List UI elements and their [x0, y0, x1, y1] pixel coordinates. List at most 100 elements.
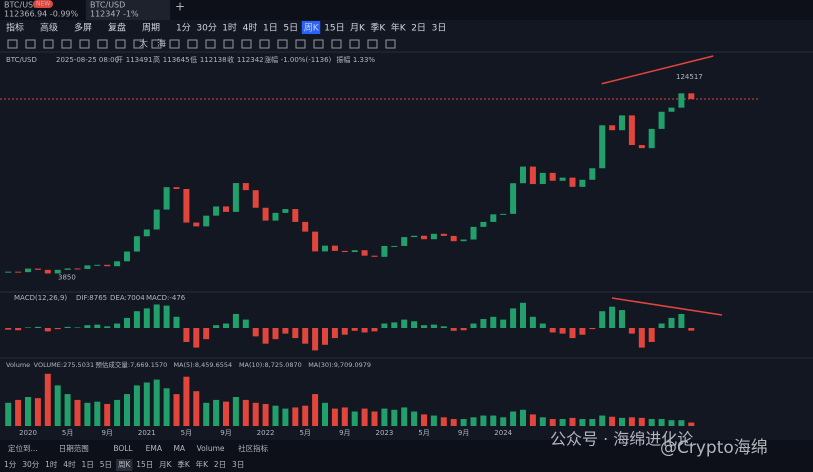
candle: [302, 221, 309, 232]
timeframe[interactable]: 1日: [82, 460, 94, 469]
macd-bar: [421, 325, 427, 328]
info-item: -1.00%(-1136): [281, 56, 332, 64]
volume-bar: [341, 407, 348, 426]
bottom-item[interactable]: MA: [173, 444, 185, 453]
tool-icon[interactable]: [205, 39, 216, 49]
tool[interactable]: 海: [157, 38, 166, 50]
volume-bar: [104, 403, 111, 426]
timeframe[interactable]: 1时: [45, 459, 58, 469]
macd-bar: [589, 328, 596, 330]
toolbar-item[interactable]: 周K: [304, 23, 320, 34]
active-tab[interactable]: [86, 0, 170, 20]
tool-icon[interactable]: [133, 39, 144, 49]
toolbar-item[interactable]: 年K: [391, 22, 407, 34]
macd-bar: [292, 328, 299, 339]
timeframe[interactable]: 4时: [63, 459, 76, 469]
tool-icon[interactable]: [25, 39, 36, 49]
macd-bar: [282, 328, 289, 334]
tool-icon[interactable]: [7, 39, 18, 49]
tool-icon[interactable]: [295, 39, 306, 49]
timeframe[interactable]: 3日: [232, 460, 244, 469]
volume-bar: [619, 417, 625, 426]
tool-icon[interactable]: [331, 39, 342, 49]
tool-icon[interactable]: [223, 39, 234, 49]
candle: [133, 236, 140, 252]
volume-bar: [569, 417, 576, 426]
volume-bar: [203, 402, 210, 426]
tool-icon[interactable]: [43, 39, 54, 49]
toolbar-item[interactable]: 4时: [243, 22, 258, 34]
macd-bar: [411, 321, 418, 328]
tool-icon[interactable]: [241, 39, 252, 49]
toolbar-item[interactable]: 多屏: [74, 22, 92, 34]
add-tab[interactable]: +: [175, 0, 185, 14]
toolbar-item[interactable]: 30分: [196, 23, 216, 34]
volume-bar: [124, 394, 130, 426]
timeframe[interactable]: 15日: [136, 460, 153, 469]
macd-dif: DIF:8765: [76, 294, 107, 302]
candle: [331, 245, 338, 251]
timeframe[interactable]: 30分: [22, 460, 40, 469]
volume-bar: [223, 401, 229, 426]
volume-bar: [391, 409, 398, 426]
tool-icon[interactable]: [115, 39, 126, 49]
toolbar-item[interactable]: 1分: [176, 23, 191, 34]
toolbar-item[interactable]: 1日: [263, 23, 278, 34]
info-item: 113645: [163, 56, 190, 64]
timeframe[interactable]: 2日: [214, 460, 226, 469]
candle: [599, 125, 606, 169]
tool-icon[interactable]: [259, 39, 270, 49]
tool-icon[interactable]: [277, 39, 288, 49]
toolbar-item[interactable]: 3日: [432, 23, 447, 34]
toolbar-item[interactable]: 5日: [283, 23, 298, 34]
toolbar-item[interactable]: 高级: [40, 22, 58, 34]
macd-bar: [173, 316, 180, 328]
timeframe[interactable]: 周K: [118, 460, 131, 469]
timeframe[interactable]: 5日: [100, 460, 112, 469]
low-label: 3850: [58, 274, 76, 282]
info-item: 112138: [200, 56, 227, 64]
macd-bar: [183, 328, 190, 342]
toolbar-item[interactable]: 15日: [324, 23, 344, 34]
toolbar-item[interactable]: 周期: [142, 23, 160, 34]
tab-symbol[interactable]: BTC/USD: [90, 1, 125, 10]
tool-icon[interactable]: [349, 39, 360, 49]
volume-bar: [589, 419, 596, 426]
timeframe[interactable]: 月K: [159, 460, 172, 469]
candle: [351, 250, 358, 253]
info-item: 高: [153, 55, 160, 64]
tool-icon[interactable]: [79, 39, 90, 49]
tool-icon[interactable]: [61, 39, 72, 49]
tool-icon[interactable]: [313, 39, 324, 49]
toolbar-item[interactable]: 指标: [6, 22, 24, 34]
volume-bar: [94, 401, 101, 426]
candle: [529, 166, 536, 185]
tool-icon[interactable]: [169, 39, 180, 49]
timeframe[interactable]: 1分: [4, 460, 17, 469]
tool-icon[interactable]: [187, 39, 198, 49]
tool-icon[interactable]: [385, 39, 396, 49]
tool-icon[interactable]: [367, 39, 378, 49]
bottom-item[interactable]: 定位到...: [8, 443, 38, 453]
bottom-item[interactable]: 社区指标: [238, 443, 268, 453]
info-item: 收: [227, 55, 234, 64]
candle: [104, 264, 111, 267]
macd-bar: [153, 304, 160, 328]
toolbar-item[interactable]: 复盘: [108, 22, 126, 34]
toolbar-item[interactable]: 1时: [222, 22, 237, 34]
bottom-item[interactable]: EMA: [146, 444, 163, 453]
bottom-item[interactable]: Volume: [197, 444, 225, 453]
tab-symbol[interactable]: BTC/USDT: [4, 1, 44, 10]
macd-bar: [401, 319, 408, 328]
bottom-item[interactable]: 日期范围: [59, 443, 89, 453]
toolbar-item[interactable]: 月K: [350, 23, 366, 34]
toolbar-item[interactable]: 季K: [370, 22, 386, 34]
timeframe[interactable]: 年K: [196, 459, 209, 469]
bottom-item[interactable]: BOLL: [113, 444, 133, 453]
macd-bar: [628, 328, 635, 334]
timeframe[interactable]: 季K: [177, 459, 190, 469]
toolbar-item[interactable]: 2日: [411, 23, 426, 34]
tool-icon[interactable]: [151, 39, 162, 49]
tool[interactable]: 大: [139, 38, 148, 50]
tool-icon[interactable]: [97, 39, 108, 49]
